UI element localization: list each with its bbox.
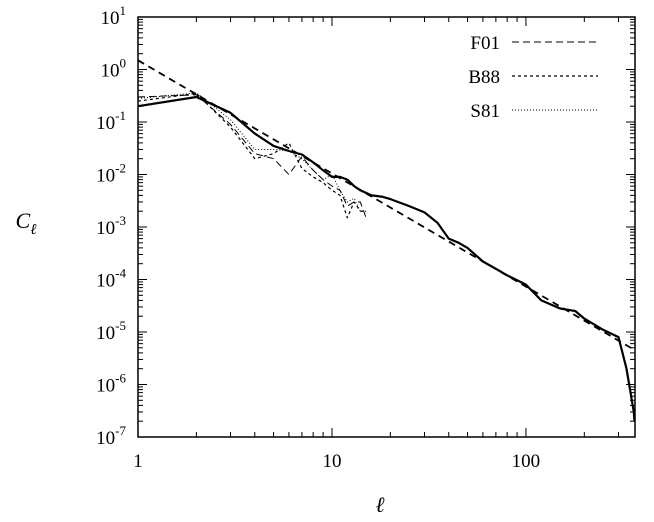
y-tick-exponent: -3 — [115, 213, 126, 228]
series-line-b88 — [137, 92, 367, 219]
y-tick-base: 10 — [96, 271, 115, 292]
series-line-s81 — [137, 92, 367, 212]
x-tick-label: 10 — [322, 451, 341, 472]
y-tick-base: 10 — [96, 323, 115, 344]
y-tick-label: 10-4 — [96, 266, 126, 292]
legend-label-b88: B88 — [468, 67, 500, 88]
y-tick-exponent: -2 — [115, 161, 126, 176]
y-tick-base: 10 — [96, 428, 115, 449]
y-tick-label: 10-7 — [96, 423, 126, 449]
series-line-solid-thick — [137, 95, 636, 422]
x-tick-label: 1 — [133, 451, 143, 472]
series-line-f01 — [137, 94, 367, 218]
legend-label-s81: S81 — [470, 101, 500, 122]
legend-label-f01: F01 — [470, 33, 500, 54]
y-tick-base: 10 — [96, 376, 115, 397]
series-layer — [137, 59, 636, 422]
y-tick-label: 101 — [101, 3, 127, 29]
y-tick-exponent: -4 — [115, 266, 126, 281]
x-axis-label: ℓ — [375, 492, 385, 517]
y-tick-exponent: -1 — [115, 108, 126, 123]
y-axis-label-main: C — [16, 208, 31, 233]
y-tick-base: 10 — [101, 61, 120, 82]
y-axis-label-subscript: ℓ — [30, 222, 36, 238]
y-tick-base: 10 — [96, 218, 115, 239]
y-tick-base: 10 — [96, 113, 115, 134]
y-tick-exponent: 1 — [120, 3, 127, 18]
y-tick-base: 10 — [101, 8, 120, 29]
x-tick-label: 100 — [512, 451, 541, 472]
y-axis-label: Cℓ — [16, 208, 37, 238]
y-tick-label: 10-5 — [96, 318, 126, 344]
y-tick-exponent: -6 — [115, 371, 126, 386]
y-tick-label: 10-1 — [96, 108, 126, 134]
y-tick-label: 100 — [101, 56, 127, 82]
series-line-fit-dashed — [137, 59, 636, 351]
y-tick-exponent: 0 — [120, 56, 127, 71]
y-tick-base: 10 — [96, 166, 115, 187]
plot-frame — [137, 16, 636, 438]
y-tick-exponent: -5 — [115, 318, 126, 333]
y-tick-label: 10-2 — [96, 161, 126, 187]
legend: F01 B88 S81 — [468, 33, 598, 122]
y-tick-label: 10-3 — [96, 213, 126, 239]
y-tick-label: 10-6 — [96, 371, 126, 397]
y-tick-exponent: -7 — [115, 423, 126, 438]
